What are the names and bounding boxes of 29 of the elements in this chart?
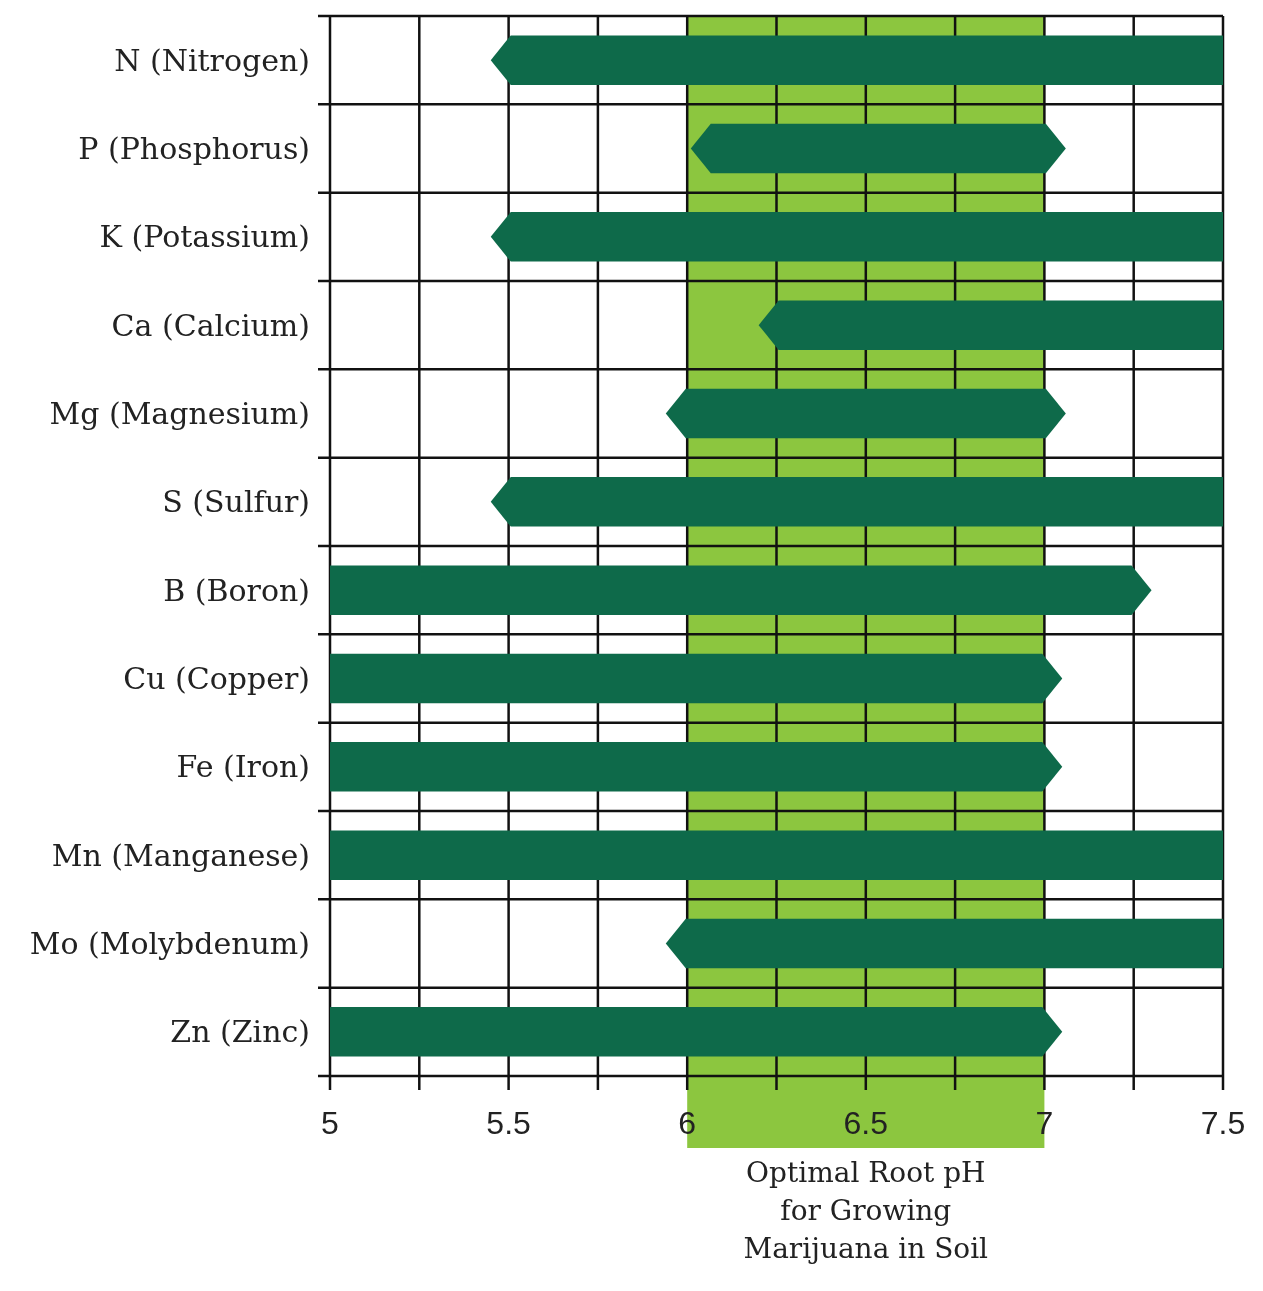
bar: [490, 477, 1223, 527]
y-tick-label: Fe (Iron): [176, 749, 310, 785]
y-tick-label: Mn (Manganese): [51, 837, 310, 873]
x-tick-label: 6.5: [843, 1105, 889, 1141]
y-tick-label: Cu (Copper): [123, 661, 310, 696]
x-tick-label: 5: [321, 1105, 339, 1141]
bar: [330, 653, 1063, 704]
bar: [665, 918, 1223, 969]
y-tick-label: S (Sulfur): [162, 484, 310, 520]
bar: [490, 212, 1223, 262]
x-tick-label: 7.5: [1200, 1105, 1246, 1141]
y-tick-label: Mo (Molybdenum): [29, 926, 310, 961]
y-tick-label: P (Phosphorus): [78, 131, 310, 166]
bar: [330, 742, 1063, 792]
y-tick-label: N (Nitrogen): [114, 42, 310, 78]
y-tick-label: Ca (Calcium): [111, 307, 310, 343]
y-tick-label: K (Potassium): [99, 219, 310, 255]
y-tick-label: B (Boron): [163, 572, 310, 608]
bar: [330, 1007, 1063, 1057]
bar: [690, 123, 1066, 174]
y-tick-label: Zn (Zinc): [170, 1014, 310, 1050]
bar: [330, 830, 1223, 880]
bar: [330, 565, 1152, 615]
bar: [665, 388, 1066, 439]
bar: [490, 35, 1223, 85]
bar: [758, 300, 1223, 350]
x-tick-label: 5.5: [486, 1105, 531, 1141]
y-tick-label: Mg (Magnesium): [49, 396, 310, 431]
band-label: Optimal Root pH for Growing Marijuana in Soil: [743, 1156, 989, 1265]
